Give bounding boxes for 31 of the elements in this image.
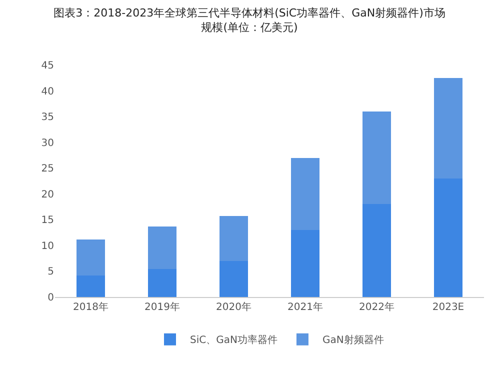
y-tick-label: 30: [41, 138, 54, 149]
legend-label: GaN射频器件: [322, 334, 384, 346]
x-tick-label: 2020年: [216, 301, 252, 313]
y-tick-label: 40: [41, 86, 54, 98]
bar: [219, 260, 248, 297]
x-tick-label: 2019年: [144, 301, 180, 313]
y-tick-label: 10: [41, 240, 54, 252]
bar: [76, 239, 106, 276]
y-tick-label: 15: [41, 215, 54, 226]
chart-title: 图表3：2018-2023年全球第三代半导体材料(SiC功率器件、GaN射频器件)市场规模(单位：亿美元): [54, 6, 446, 34]
bar: [76, 275, 106, 297]
bar: [148, 226, 177, 270]
bar: [362, 111, 392, 204]
x-tick-label: 2022年: [359, 301, 394, 313]
y-tick-label: 5: [48, 266, 54, 278]
x-tick-label: 2023E: [432, 302, 464, 313]
y-tick-label: 20: [41, 189, 54, 200]
y-tick-label: 45: [41, 60, 54, 72]
y-tick-label: 25: [41, 164, 54, 175]
bar: [362, 204, 392, 297]
y-tick-label: 35: [41, 112, 54, 124]
legend-label: SiC、GaN功率器件: [190, 334, 278, 346]
bar: [434, 178, 463, 297]
x-tick-label: 2021年: [288, 301, 323, 313]
y-tick-label: 0: [48, 292, 54, 304]
bar: [290, 230, 320, 297]
bar: [148, 269, 177, 297]
bar: [219, 216, 248, 261]
bar: [434, 78, 463, 178]
x-tick-label: 2018年: [73, 301, 108, 313]
bar: [290, 158, 320, 230]
